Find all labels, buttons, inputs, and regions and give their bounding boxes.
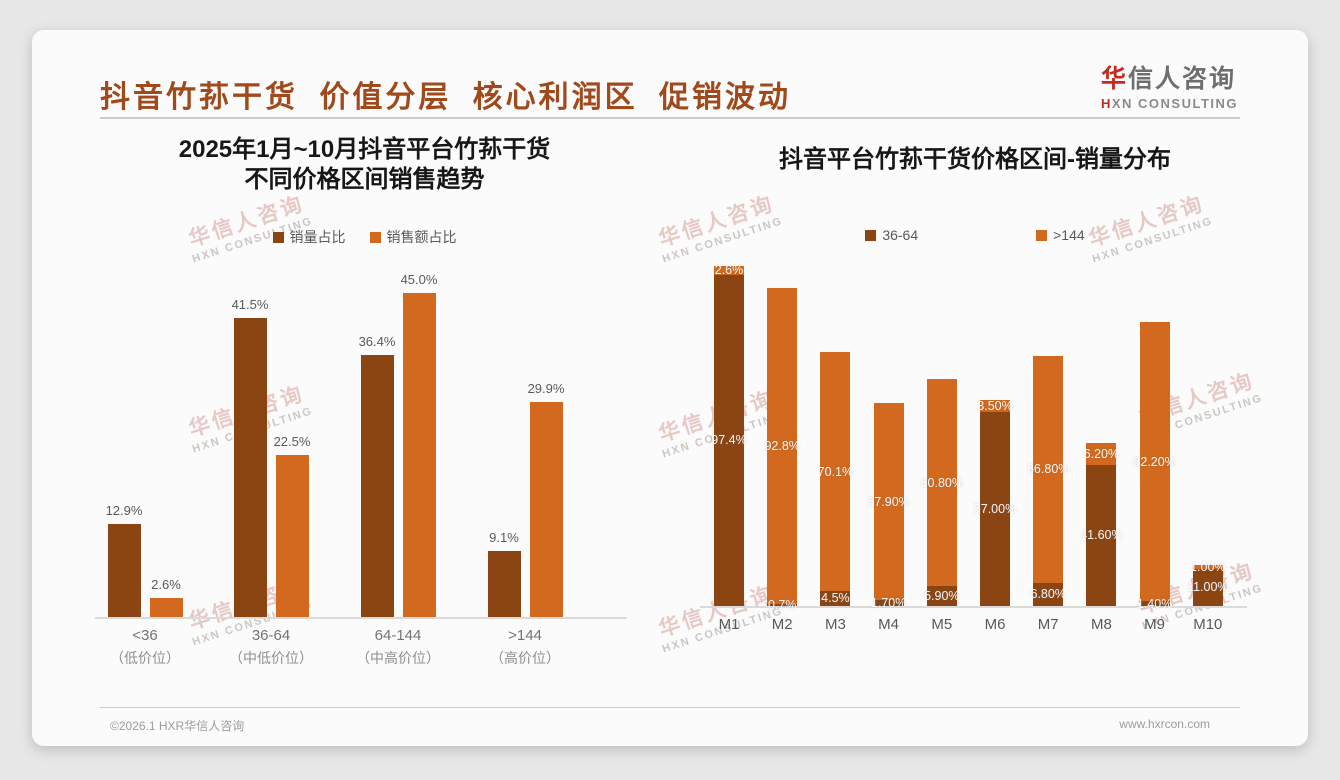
footer-website: www.hxrcon.com [1119, 717, 1210, 731]
bar-volume-36-64 [233, 318, 267, 617]
segment-label: 57.00% [973, 502, 1017, 517]
legend-item-36-64: 36-64 [865, 227, 918, 243]
legend-swatch-dark [272, 231, 284, 243]
page-title: 抖音竹荪干货 价值分层 核心利润区 促销波动 [100, 81, 792, 114]
x-axis-month: M4 [878, 616, 900, 633]
stack-segment-36-64-M2 [767, 603, 798, 606]
segment-label: 60.80% [920, 475, 963, 490]
segment-label: 6.80% [1030, 587, 1066, 602]
bar-value-label: 36.4% [358, 333, 396, 349]
segment-label: 92.8% [764, 438, 800, 453]
footer-divider [100, 707, 1240, 708]
x-axis-category: <36 （低价位） [110, 627, 180, 666]
chart-monthly-distribution: 抖音平台竹荪干货价格区间-销量分布 36-64 >144 97.4% 2.6% M1… [680, 135, 1270, 633]
segment-label: 0.7% [767, 597, 797, 612]
x-axis-month: M2 [771, 616, 793, 633]
legend-item-gt144: >144 [1036, 227, 1085, 243]
chart-right-legend: 36-64 >144 [680, 227, 1270, 243]
stack-segment->144-M9 [1139, 321, 1170, 602]
chart-right-axis [700, 606, 1247, 608]
x-axis-month: M8 [1090, 616, 1112, 633]
stack-segment->144-M7 [1033, 355, 1064, 583]
segment-label: 4.5% [821, 591, 850, 606]
legend-item-sales-volume-share: 销量占比 [272, 227, 346, 247]
bar-volume-<36 [107, 524, 141, 617]
segment-label: 2.6% [714, 263, 744, 278]
stack-segment->144-M6 [980, 400, 1010, 413]
segment-label: 11.00% [1187, 580, 1229, 595]
brand-logo-zh: 华信人咨询 [1100, 65, 1236, 93]
bar-value-label: 45.0% [400, 272, 438, 287]
bar-volume-64-144 [360, 354, 394, 617]
header-divider [100, 117, 1240, 119]
segment-label: 1.70% [870, 596, 907, 611]
slide-card: 华信人咨询 HXN CONSULTING 华信人咨询 HXN CONSULTING 华信… [32, 30, 1308, 746]
chart-left-legend: 销量占比 销售额占比 [92, 227, 637, 247]
chart-price-band-trend: 2025年1月~10月抖音平台竹荪干货 不同价格区间销售趋势 销量占比 销售额占… [92, 135, 637, 666]
stack-segment-36-64-M5 [926, 585, 957, 606]
x-axis-month: M6 [984, 616, 1006, 633]
x-axis-month: M5 [931, 616, 953, 633]
legend-swatch-orange [1036, 229, 1048, 241]
stack-segment->144-M5 [926, 379, 957, 586]
stack-segment-36-64-M1 [714, 274, 744, 606]
segment-label: 1.40% [1136, 596, 1173, 611]
x-axis-month: M10 [1193, 616, 1223, 633]
bar-value-label: 9.1% [489, 530, 519, 546]
stack-segment->144-M4 [873, 403, 904, 601]
bar-value-label: 12.9% [105, 503, 143, 519]
chart-left-plot: 12.9% 2.6% <36 （低价位） 41.5% 22.5% 36-64 （中低价位） 36… [92, 265, 637, 666]
chart-right-plot: 97.4% 2.6% M1 0.7% 92.8% M2 4.5% 70.1% M3 1.70% 57… [680, 263, 1270, 633]
stack-segment-36-64-M4 [873, 600, 904, 606]
stack-segment-36-64-M3 [820, 590, 851, 606]
chart-left-axis [95, 617, 627, 619]
stack-segment->144-M3 [820, 352, 851, 591]
brand-logo: 华信人咨询 HXN CONSULTING [1100, 65, 1238, 111]
segment-label: 70.1% [817, 464, 854, 479]
segment-label: 82.20% [1133, 454, 1176, 469]
chart-right-title: 抖音平台竹荪干货价格区间-销量分布 [779, 146, 1171, 173]
legend-swatch-dark [865, 229, 877, 241]
bar-value-36-64 [275, 455, 309, 617]
stack-segment->144-M10 [1192, 565, 1223, 569]
bar-value-64-144 [402, 293, 436, 617]
bar-value-label: 29.9% [527, 380, 565, 396]
stack-segment-36-64-M10 [1192, 568, 1223, 606]
stack-segment-36-64-M7 [1033, 582, 1064, 606]
segment-label: 6.20% [1083, 447, 1120, 462]
x-axis-category: 64-144 （中高价位） [356, 627, 440, 666]
stack-segment->144-M2 [767, 288, 798, 604]
segment-label: 1.00% [1190, 559, 1226, 574]
segment-label: 41.60% [1080, 528, 1123, 543]
stack-segment->144-M8 [1086, 443, 1117, 465]
bar-value-label: 22.5% [273, 434, 311, 449]
x-axis-month: M3 [824, 616, 846, 633]
chart-left-title: 2025年1月~10月抖音平台竹荪干货 不同价格区间销售趋势 [178, 136, 551, 193]
brand-logo-en: HXN CONSULTING [1100, 95, 1238, 111]
legend-item-sales-value-share: 销售额占比 [369, 227, 457, 247]
x-axis-month: M1 [718, 616, 740, 633]
stack-segment->144-M1 [714, 266, 744, 275]
stack-segment-36-64-M8 [1086, 464, 1117, 606]
legend-swatch-orange [369, 231, 381, 243]
x-axis-category: >144 （高价位） [490, 627, 560, 666]
stack-segment-36-64-M9 [1139, 601, 1170, 606]
bar-value-label: 41.5% [231, 297, 269, 313]
footer-copyright: ©2026.1 HXR华信人咨询 [110, 719, 245, 733]
segment-label: 3.50% [977, 399, 1013, 414]
bar-volume->144 [487, 551, 521, 617]
segment-label: 97.4% [711, 433, 747, 448]
segment-label: 5.90% [924, 588, 960, 603]
stack-segment-36-64-M6 [980, 412, 1010, 606]
bar-value->144 [529, 401, 563, 617]
bar-value-label: 2.6% [151, 577, 181, 593]
x-axis-month: M7 [1037, 616, 1059, 633]
x-axis-month: M9 [1144, 616, 1166, 633]
segment-label: 57.90% [867, 494, 910, 509]
bar-value-<36 [149, 598, 183, 617]
segment-label: 66.80% [1026, 462, 1070, 477]
x-axis-category: 36-64 （中低价位） [229, 627, 313, 666]
